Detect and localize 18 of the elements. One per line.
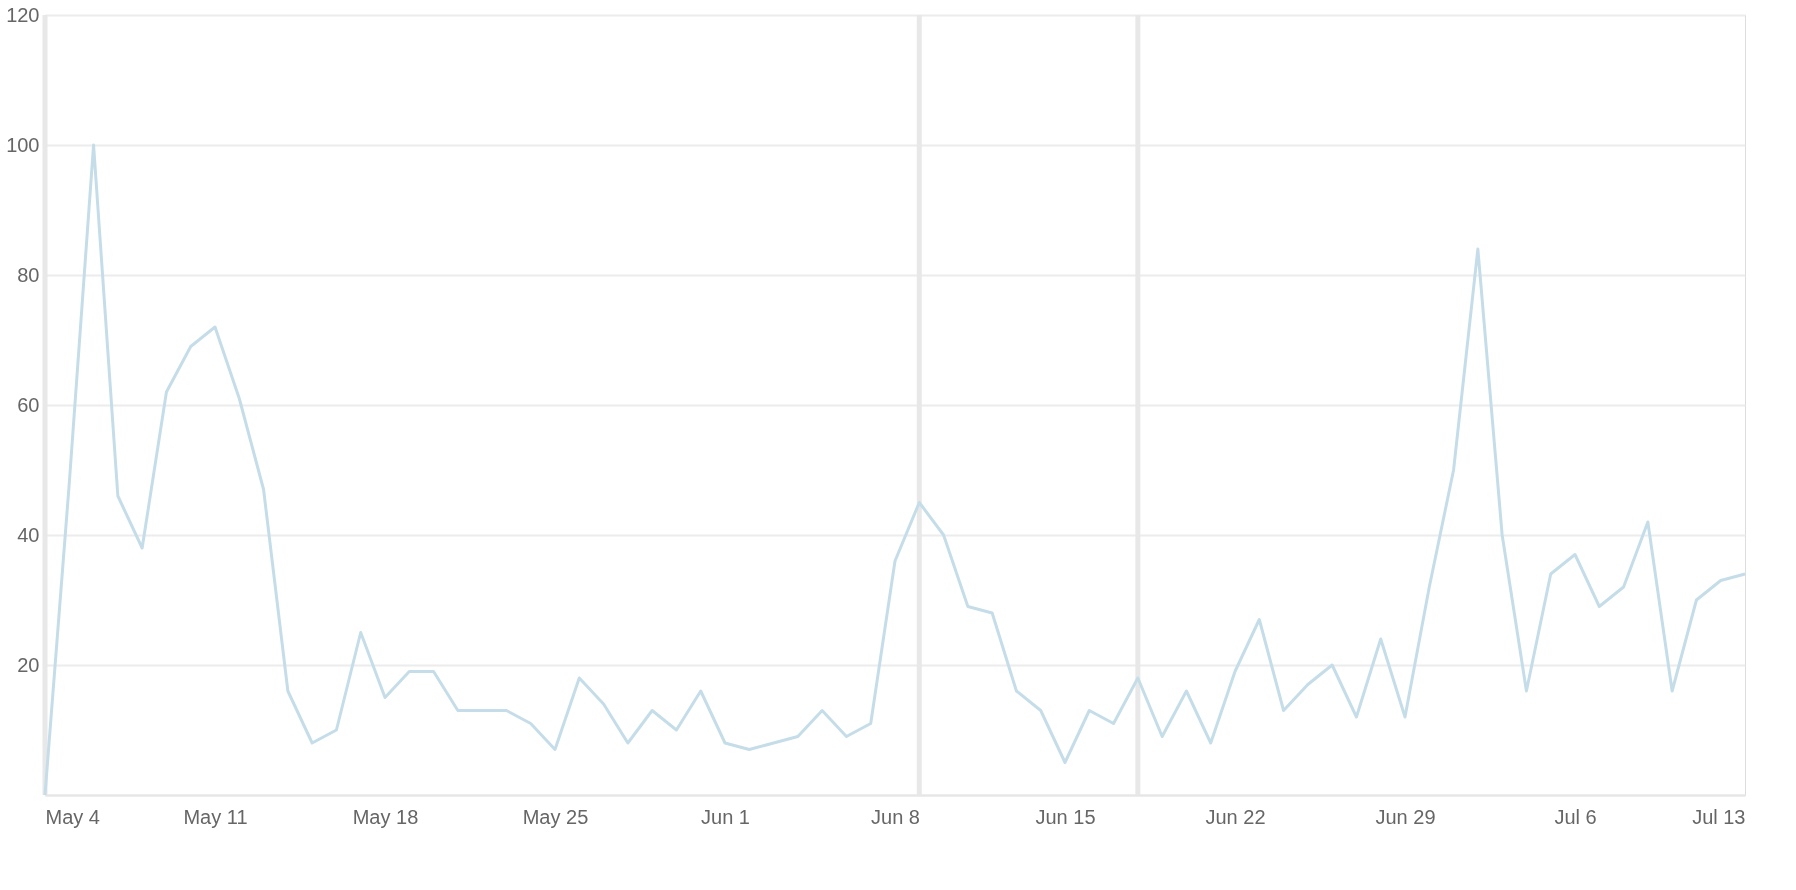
x-tick-label: Jun 15 bbox=[1035, 805, 1096, 828]
x-tick-label: Jun 8 bbox=[871, 805, 920, 828]
x-tick-label: May 11 bbox=[183, 805, 248, 828]
y-tick-label: 80 bbox=[17, 263, 40, 286]
y-tick-label: 20 bbox=[17, 653, 40, 676]
x-tick-label: Jun 1 bbox=[701, 805, 750, 828]
x-tick-label: May 25 bbox=[522, 805, 589, 828]
x-tick-label: Jun 22 bbox=[1205, 805, 1266, 828]
x-tick-label: Jul 6 bbox=[1554, 805, 1597, 828]
x-tick-label: May 4 bbox=[45, 805, 100, 828]
y-tick-label: 100 bbox=[6, 133, 40, 156]
line-series bbox=[43, 143, 1747, 797]
y-tick-label: 60 bbox=[17, 393, 40, 416]
y-tick-label: 40 bbox=[17, 523, 40, 546]
x-tick-label: Jul 13 bbox=[1692, 805, 1746, 828]
y-tick-label: 120 bbox=[6, 3, 40, 26]
x-tick-label: May 18 bbox=[352, 805, 419, 828]
x-tick-label: Jun 29 bbox=[1375, 805, 1436, 828]
